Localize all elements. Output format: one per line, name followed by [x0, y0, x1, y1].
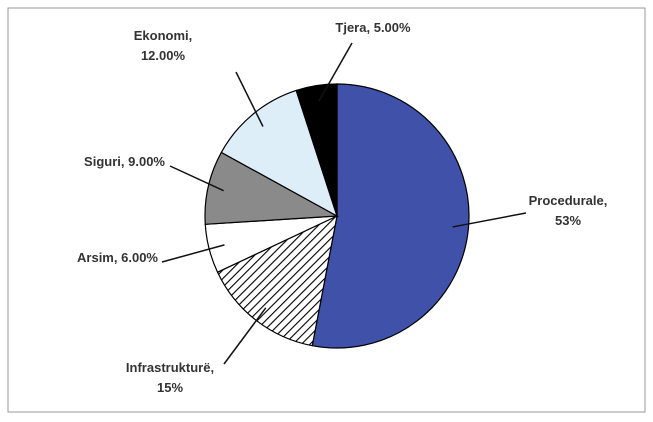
label-separator: , [366, 20, 370, 35]
value-label: 9.00% [128, 154, 165, 169]
leader-line [223, 307, 267, 365]
leader-line [169, 165, 224, 192]
category-label: Siguri [84, 154, 121, 169]
pie-slice [295, 83, 338, 217]
data-label: Arsim, 6.00% [77, 250, 158, 265]
data-label: Tjera, 5.00% [335, 20, 411, 35]
pie-slice [311, 83, 470, 349]
label-separator: , [604, 193, 608, 208]
category-label: Arsim [77, 250, 114, 265]
data-label: Ekonomi, 12.00% [134, 28, 193, 63]
leader-line [161, 244, 225, 263]
data-label: Procedurale, 53% [529, 193, 608, 228]
value-label: 15% [157, 380, 183, 395]
label-separator: , [121, 154, 125, 169]
leader-line [452, 212, 527, 228]
value-label: 5.00% [374, 20, 411, 35]
label-separator: , [210, 360, 214, 375]
data-label: Siguri, 9.00% [84, 154, 165, 169]
label-separator: , [189, 28, 193, 43]
leader-line [318, 42, 353, 102]
data-label: Infrastrukturë, 15% [126, 360, 214, 395]
label-separator: , [114, 250, 118, 265]
leader-line [235, 71, 264, 127]
category-label: Ekonomi [134, 28, 189, 43]
value-label: 6.00% [121, 250, 158, 265]
category-label: Procedurale [529, 193, 604, 208]
category-label: Infrastrukturë [126, 360, 211, 375]
pie-slice [220, 89, 339, 218]
category-label: Tjera [335, 20, 367, 35]
value-label: 12.00% [141, 48, 186, 63]
chart-frame [7, 7, 646, 413]
value-label: 53% [555, 213, 581, 228]
